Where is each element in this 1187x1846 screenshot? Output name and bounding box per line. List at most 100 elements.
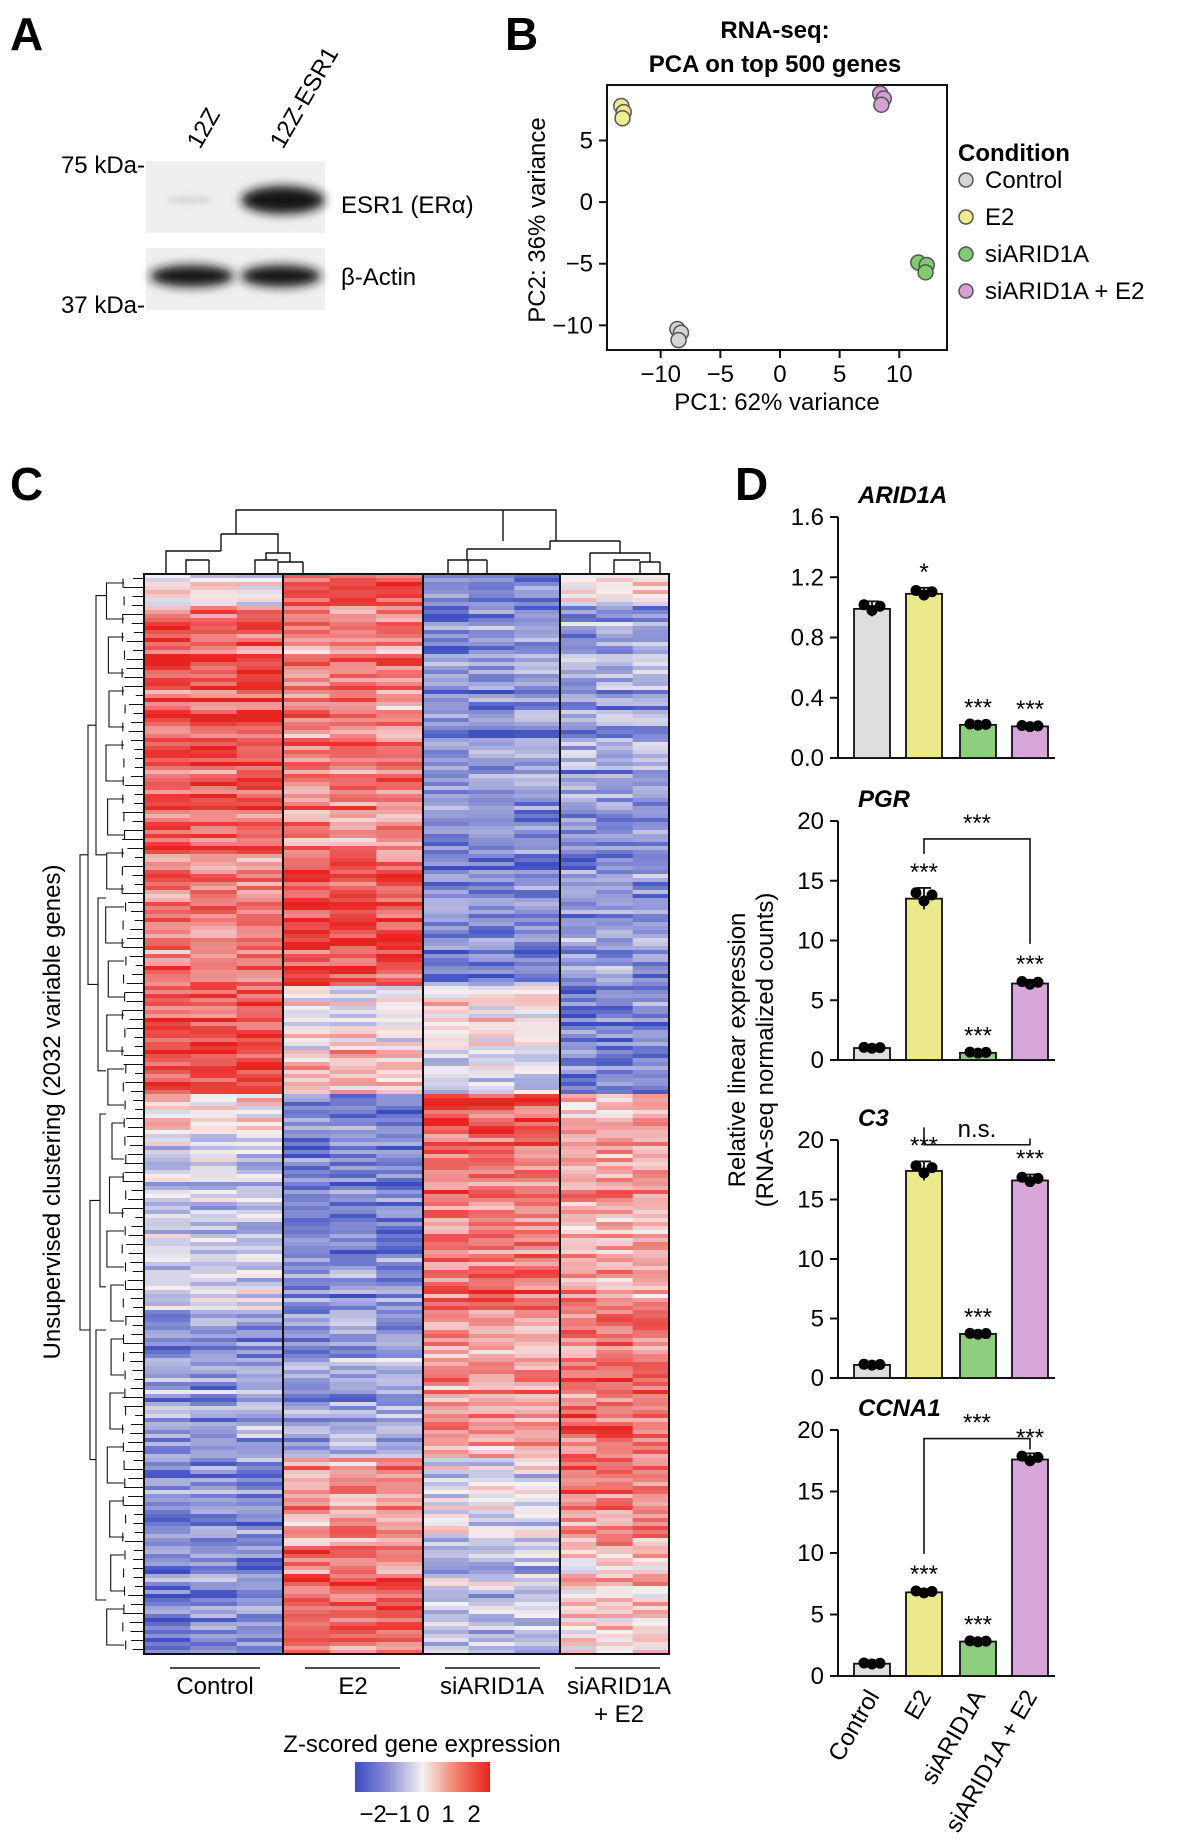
heatmap-cell	[236, 1462, 284, 1467]
heatmap-cell	[376, 1066, 424, 1071]
heatmap-cell	[514, 742, 561, 747]
heatmap-cell	[283, 878, 331, 883]
heatmap-cell	[190, 1370, 238, 1375]
heatmap-cell	[376, 862, 424, 867]
heatmap-cell	[329, 626, 377, 631]
heatmap-cell	[329, 706, 377, 711]
heatmap-cell	[376, 758, 424, 763]
heatmap-cell	[283, 1130, 331, 1135]
panel-b: B RNA-seq: PCA on top 500 genes −10 −5 0 5 1…	[505, 8, 1144, 416]
heatmap-cell	[632, 866, 670, 871]
heatmap-cell	[632, 910, 670, 915]
heatmap-cell	[376, 1010, 424, 1015]
heatmap-cell	[632, 1370, 670, 1375]
heatmap-cell	[632, 1046, 670, 1051]
heatmap-cell	[329, 922, 377, 927]
heatmap-cell	[423, 1550, 470, 1555]
panel-letter-a: A	[10, 8, 43, 60]
heatmap-cell	[514, 1150, 561, 1155]
heatmap-cell	[236, 870, 284, 875]
heatmap-cell	[560, 1598, 597, 1603]
heatmap-cell	[514, 1550, 561, 1555]
heatmap-cell	[560, 1630, 597, 1635]
heatmap-cell	[468, 1150, 515, 1155]
heatmap-cell	[632, 1378, 670, 1383]
heatmap-cell	[283, 1406, 331, 1411]
heatmap-cell	[632, 1082, 670, 1087]
heatmap-cell	[423, 910, 470, 915]
heatmap-cell	[144, 1230, 191, 1235]
heatmap-cell	[560, 886, 597, 891]
heatmap-cell	[283, 830, 331, 835]
heatmap-cell	[236, 1622, 284, 1627]
heatmap-cell	[632, 1318, 670, 1323]
heatmap-cell	[376, 706, 424, 711]
heatmap-cell	[376, 1166, 424, 1171]
heatmap-cell	[376, 1470, 424, 1475]
heatmap-cell	[632, 1066, 670, 1071]
heatmap-cell	[468, 754, 515, 759]
heatmap-cell	[514, 1118, 561, 1123]
heatmap-cell	[560, 1450, 597, 1455]
heatmap-cell	[190, 1322, 238, 1327]
heatmap-cell	[329, 598, 377, 603]
heatmap-cell	[376, 778, 424, 783]
heatmap-cell	[423, 822, 470, 827]
heatmap-cell	[468, 1498, 515, 1503]
heatmap-cell	[329, 910, 377, 915]
heatmap-cell	[144, 1358, 191, 1363]
heatmap-cell	[236, 1358, 284, 1363]
heatmap-cell	[329, 1222, 377, 1227]
heatmap-group-siarid1a-e2-line1: siARID1A	[567, 1673, 671, 1700]
heatmap-cell	[283, 658, 331, 663]
heatmap-cell	[514, 1234, 561, 1239]
heatmap-cell	[190, 1242, 238, 1247]
heatmap-cell	[468, 882, 515, 887]
heatmap-cell	[283, 790, 331, 795]
heatmap-cell	[144, 978, 191, 983]
heatmap-cell	[144, 914, 191, 919]
heatmap-cell	[283, 1458, 331, 1463]
heatmap-cell	[376, 1046, 424, 1051]
heatmap-cell	[632, 818, 670, 823]
heatmap-cell	[376, 834, 424, 839]
heatmap-cell	[468, 1106, 515, 1111]
heatmap-cell	[423, 1006, 470, 1011]
heatmap-cell	[468, 1042, 515, 1047]
heatmap-cell	[283, 1230, 331, 1235]
heatmap-cell	[329, 954, 377, 959]
heatmap-cell	[329, 1310, 377, 1315]
heatmap-cell	[468, 734, 515, 739]
heatmap-cell	[560, 770, 597, 775]
heatmap-cell	[514, 766, 561, 771]
heatmap-cell	[144, 1594, 191, 1599]
heatmap-cell	[236, 1062, 284, 1067]
heatmap-cell	[329, 1414, 377, 1419]
heatmap-cell	[560, 1594, 597, 1599]
heatmap-cell	[514, 1022, 561, 1027]
heatmap-cell	[423, 838, 470, 843]
heatmap-cell	[423, 1150, 470, 1155]
heatmap-cell	[468, 774, 515, 779]
heatmap-cell	[468, 574, 515, 579]
heatmap-cell	[468, 782, 515, 787]
heatmap-cell	[190, 930, 238, 935]
heatmap-cell	[423, 1146, 470, 1151]
heatmap-cell	[236, 874, 284, 879]
heatmap-cell	[596, 1366, 634, 1371]
heatmap-cell	[632, 694, 670, 699]
heatmap-cell	[144, 842, 191, 847]
heatmap-cell	[560, 1534, 597, 1539]
heatmap-cell	[632, 654, 670, 659]
heatmap-cell	[236, 1498, 284, 1503]
heatmap-cell	[596, 906, 634, 911]
heatmap-cell	[632, 1518, 670, 1523]
heatmap-cell	[329, 638, 377, 643]
heatmap-cell	[560, 1354, 597, 1359]
heatmap-cell	[329, 1030, 377, 1035]
heatmap-cell	[190, 1402, 238, 1407]
bar-datapoint	[1032, 1451, 1044, 1463]
heatmap-cell	[376, 726, 424, 731]
bar-ytick-label: 0	[811, 1047, 824, 1074]
heatmap-cell	[144, 610, 191, 615]
